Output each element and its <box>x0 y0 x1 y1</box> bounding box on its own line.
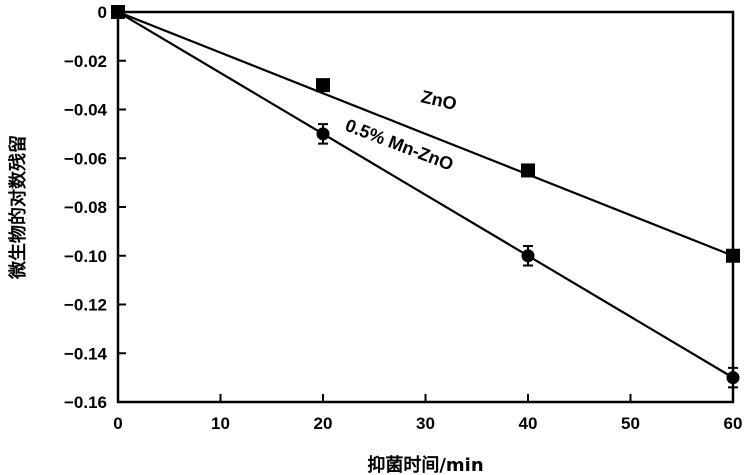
x-tick-label: 0 <box>113 414 122 433</box>
x-tick-label: 40 <box>519 414 538 433</box>
data-point-square <box>521 163 535 178</box>
series-label-zno: ZnO <box>419 86 459 114</box>
y-tick-label: −0.08 <box>64 198 107 217</box>
x-tick-label: 60 <box>724 414 743 433</box>
y-tick-label: −0.10 <box>64 247 107 266</box>
data-point-circle <box>316 127 330 141</box>
x-axis-title: 抑菌时间/min <box>367 455 483 475</box>
x-axis-ticks: 0 10 20 30 40 50 60 <box>113 394 742 433</box>
fit-line-1 <box>117 11 734 379</box>
y-tick-label: −0.12 <box>64 296 107 315</box>
y-tick-label: −0.16 <box>64 393 107 412</box>
x-tick-label: 20 <box>314 414 333 433</box>
fit-line-0 <box>117 10 734 257</box>
y-tick-label: −0.02 <box>64 52 107 71</box>
y-axis-title: 微生物的对数残留 <box>7 135 29 280</box>
data-point-circle <box>111 5 125 19</box>
y-axis-ticks: 0 −0.02 −0.04 −0.06 −0.08 −0.10 −0.12 −0.14 −0.1… <box>64 3 126 412</box>
plot-frame <box>116 10 735 404</box>
y-tick-label: −0.14 <box>64 344 108 363</box>
data-point-square <box>316 78 330 93</box>
data-point-square <box>726 248 740 263</box>
y-tick-label: −0.04 <box>64 101 108 120</box>
x-tick-label: 10 <box>211 414 230 433</box>
plot-area: 0 10 20 30 40 50 60 0 −0.02 −0.04 −0.06 −0.08 −0.10… <box>64 3 742 433</box>
data-point-circle <box>521 249 535 263</box>
y-tick-label: 0 <box>98 3 107 22</box>
x-tick-label: 30 <box>416 414 435 433</box>
y-tick-label: −0.06 <box>64 149 107 168</box>
data-markers <box>111 5 740 385</box>
labels: 抑菌时间/min 微生物的对数残留 ZnO 0.5% Mn-ZnO <box>7 86 484 475</box>
data-point-circle <box>726 371 740 385</box>
x-tick-label: 50 <box>621 414 640 433</box>
fit-lines <box>117 10 734 379</box>
